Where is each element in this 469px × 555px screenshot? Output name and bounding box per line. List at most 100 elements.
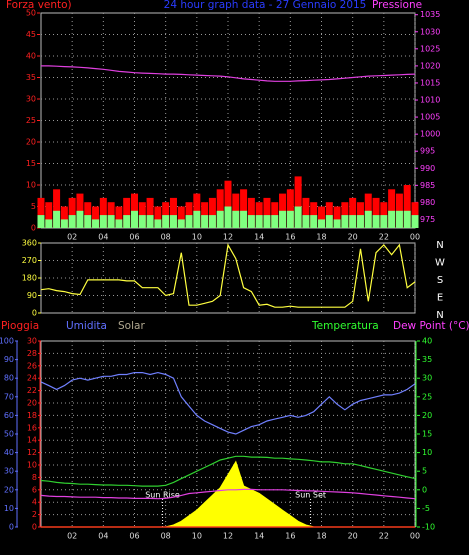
bar	[60, 219, 68, 228]
bar	[84, 215, 92, 228]
bar	[294, 206, 302, 228]
bar	[60, 206, 68, 228]
bar	[380, 215, 388, 228]
annotation: Sun Set	[295, 491, 326, 500]
y-tick-label: 0	[422, 485, 427, 494]
bar	[325, 215, 333, 228]
bar	[279, 210, 287, 228]
bar	[115, 219, 123, 228]
annotation: Sun Rise	[145, 491, 180, 500]
x-tick-label: 16	[285, 233, 295, 242]
y-tick-label: 30	[27, 337, 37, 346]
bar	[286, 210, 294, 228]
bar	[224, 206, 232, 228]
y-tick-label: 1015	[420, 78, 440, 87]
y-tick-label: 985	[420, 181, 435, 190]
compass-label: N	[436, 240, 443, 251]
bar	[37, 215, 45, 228]
bar	[68, 197, 76, 228]
x-tick-label: 02	[67, 532, 77, 541]
y-tick-label: 25	[26, 116, 36, 125]
y-tick-label: 1005	[420, 113, 440, 122]
x-tick-label: 14	[254, 532, 264, 541]
x-tick-label: 12	[223, 532, 233, 541]
y-tick-label: 40	[26, 52, 36, 61]
bar	[99, 197, 107, 228]
axis-title: Pioggia	[1, 320, 39, 332]
bar	[37, 197, 45, 228]
bar	[302, 197, 310, 228]
compass-label: W	[435, 258, 445, 269]
bar	[216, 189, 224, 228]
axis-title: Temperatura	[311, 320, 379, 332]
bar	[185, 215, 193, 228]
x-tick-label: 02	[67, 233, 77, 242]
area	[41, 460, 415, 528]
y-tick-label: 20	[422, 411, 432, 420]
y-tick-label: 10	[26, 181, 36, 190]
bar	[216, 210, 224, 228]
y-tick-label: 0	[9, 523, 14, 532]
y-tick-label: 8	[32, 473, 37, 482]
bar	[263, 215, 271, 228]
bar	[411, 215, 419, 228]
x-tick-label: 14	[254, 233, 264, 242]
bar	[349, 197, 357, 228]
bar	[146, 215, 154, 228]
y-tick-label: 90	[27, 291, 37, 300]
y-tick-label: 1030	[420, 27, 440, 36]
bar	[240, 210, 248, 228]
y-tick-label: 6	[32, 485, 37, 494]
x-tick-label: 20	[348, 532, 358, 541]
bar	[349, 215, 357, 228]
line	[40, 371, 416, 435]
bar	[403, 210, 411, 228]
bar	[68, 215, 76, 228]
y-tick-label: 1010	[420, 96, 440, 105]
y-tick-label: 50	[26, 9, 36, 18]
y-tick-label: 1020	[420, 61, 440, 70]
y-tick-label: 45	[26, 30, 36, 39]
axis-title: Solar	[118, 320, 145, 332]
axis-title: Forza vento)	[6, 0, 72, 11]
bar	[294, 176, 302, 228]
y-tick-label: -10	[422, 523, 435, 532]
bar	[92, 219, 100, 228]
y-tick-label: 26	[27, 361, 37, 370]
bar	[341, 215, 349, 228]
y-tick-label: 990	[420, 164, 435, 173]
x-tick-label: 08	[161, 532, 171, 541]
axis-title: Pressione	[372, 0, 422, 11]
bar	[123, 215, 131, 228]
bar	[364, 210, 372, 228]
bar	[76, 210, 84, 228]
bar	[317, 206, 326, 228]
bar	[169, 215, 177, 228]
bar	[162, 215, 170, 228]
y-tick-label: 10	[4, 504, 14, 513]
bar	[169, 197, 177, 228]
y-tick-label: 35	[422, 355, 432, 364]
bar	[372, 197, 380, 228]
bar	[224, 180, 232, 228]
y-tick-label: 10	[27, 461, 37, 470]
line	[40, 243, 416, 308]
compass-label: S	[437, 275, 443, 286]
bar	[388, 210, 396, 228]
y-tick-label: 20	[26, 138, 36, 147]
bar	[317, 219, 326, 228]
y-tick-label: 14	[27, 436, 37, 445]
y-tick-label: 4	[32, 498, 37, 507]
y-tick-label: 22	[27, 386, 37, 395]
bar	[302, 215, 310, 228]
y-tick-label: 100	[0, 337, 14, 346]
y-tick-label: -5	[422, 504, 430, 513]
y-tick-label: 0	[32, 309, 37, 318]
y-tick-label: 30	[4, 467, 14, 476]
x-tick-label: 18	[316, 532, 326, 541]
y-tick-label: 10	[422, 448, 432, 457]
axis-title: Dew Point (°C)	[393, 320, 469, 332]
y-tick-label: 90	[4, 355, 14, 364]
